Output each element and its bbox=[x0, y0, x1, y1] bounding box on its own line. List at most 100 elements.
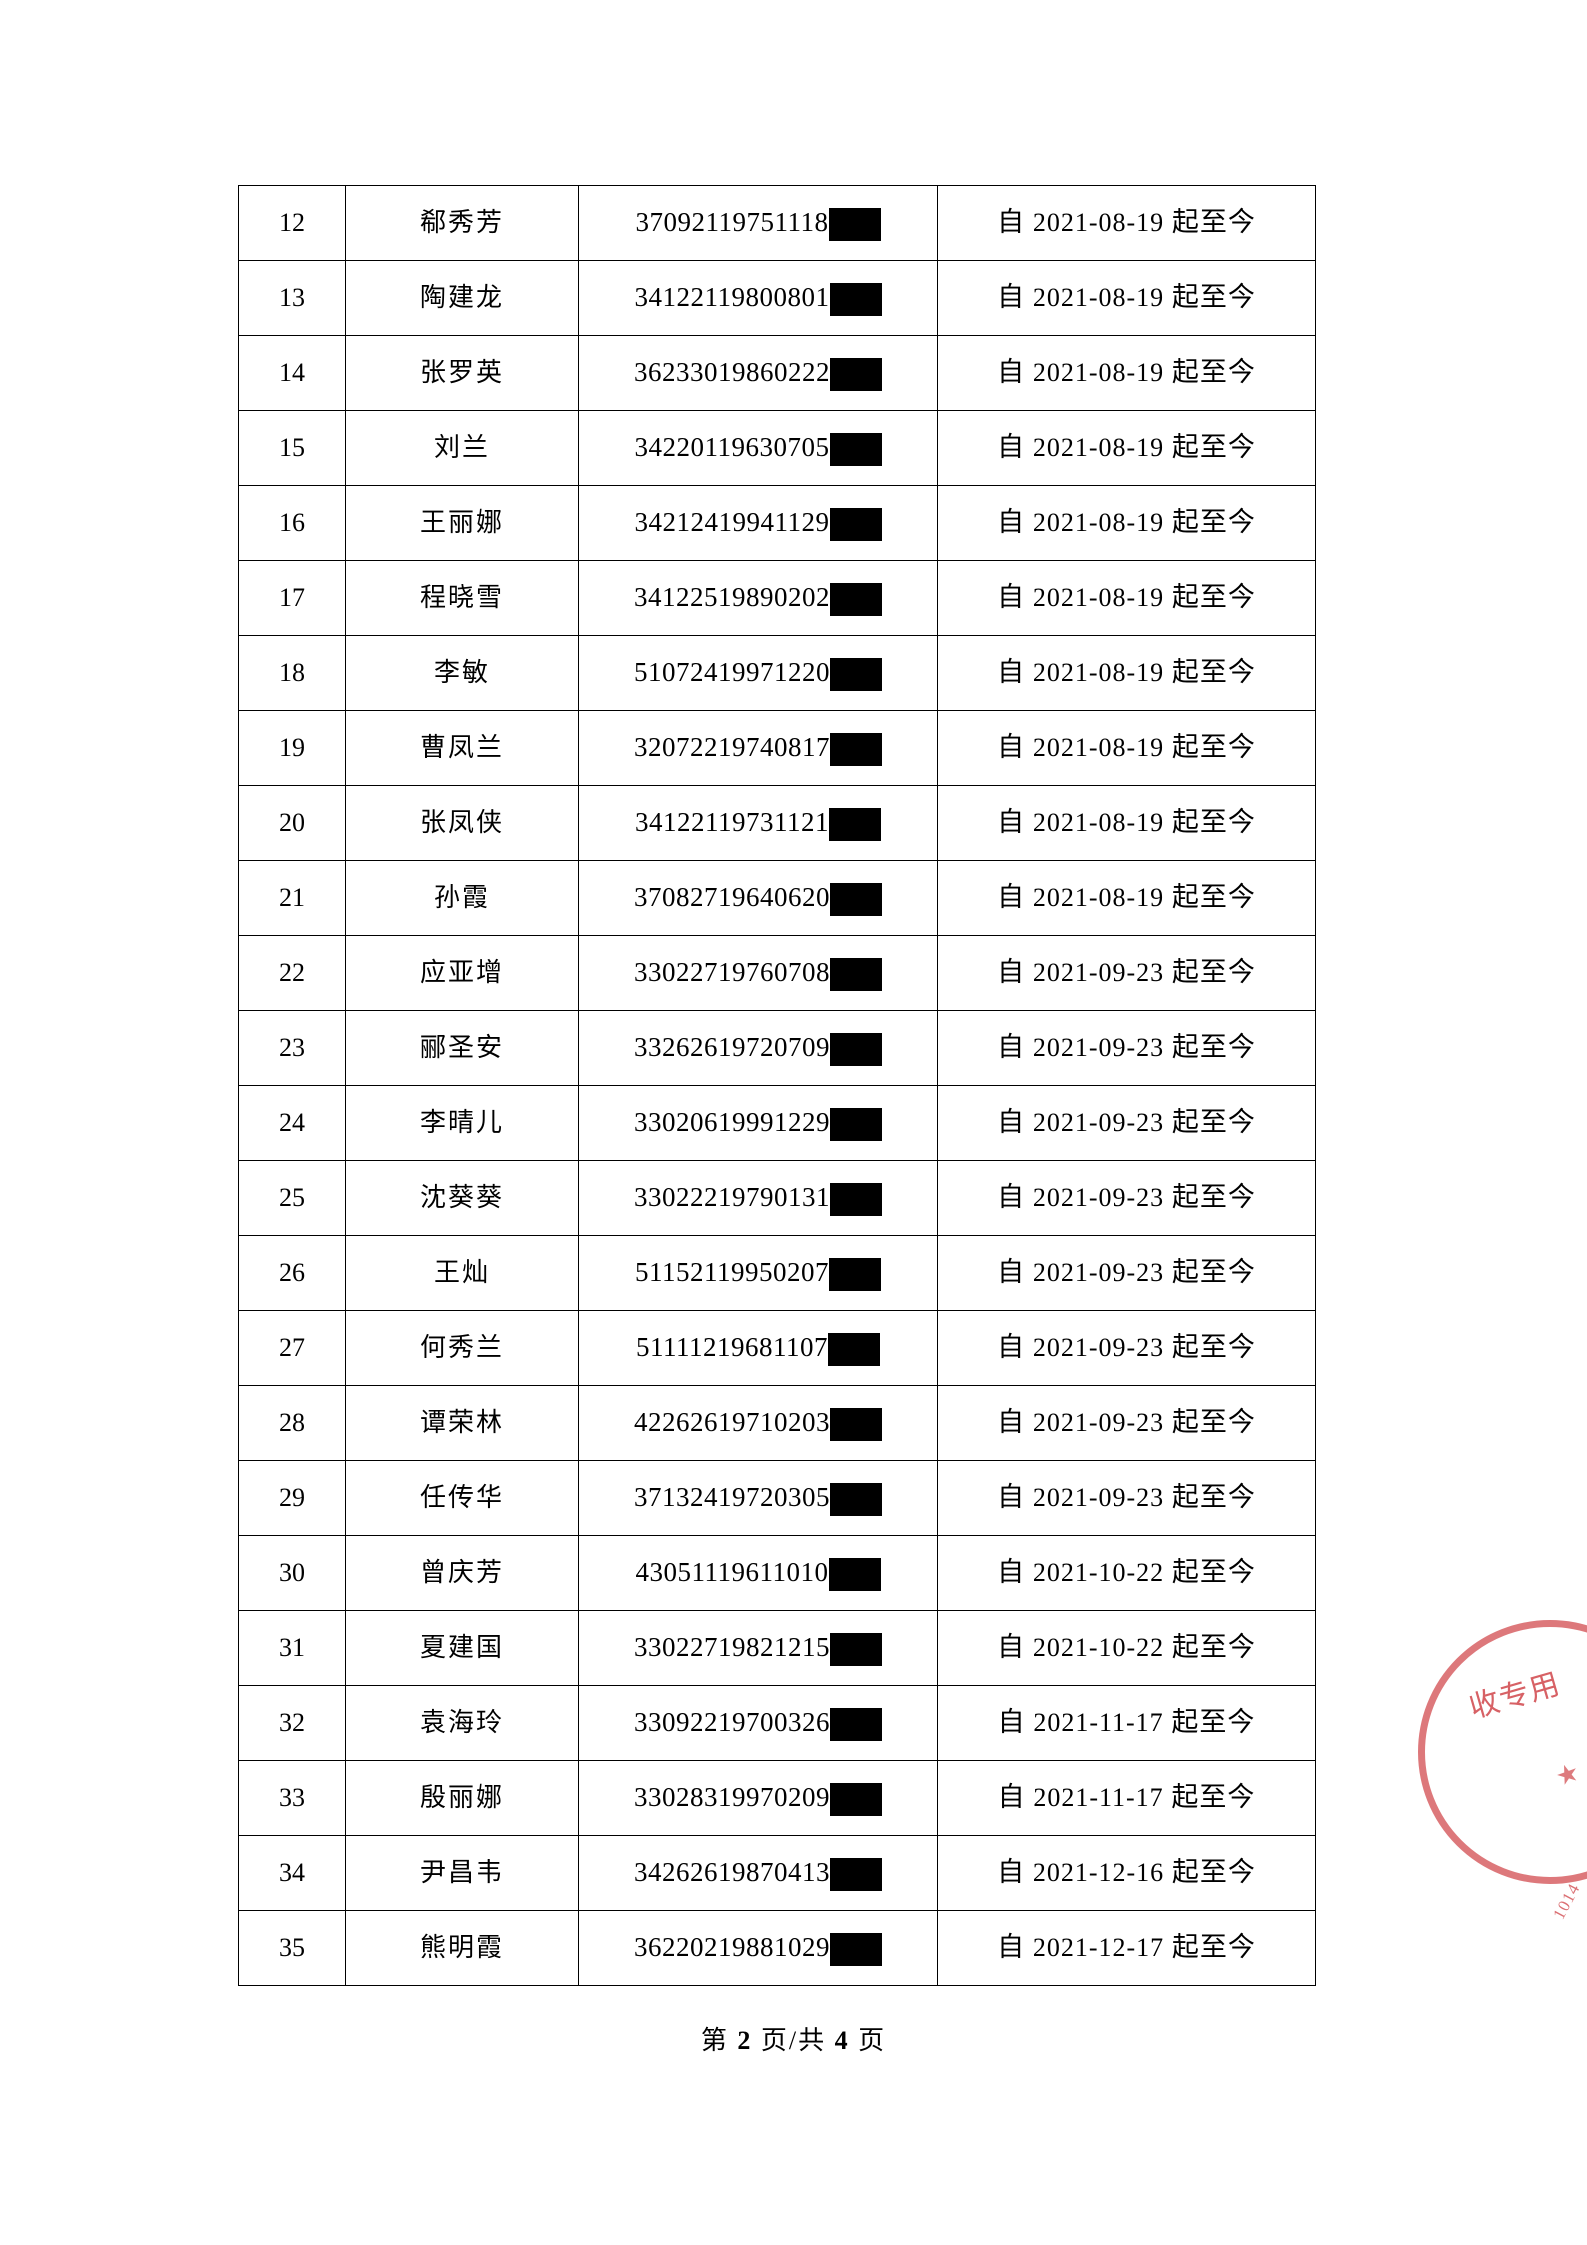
redaction-block bbox=[830, 1032, 882, 1066]
cell-id-number: 32072219740817 bbox=[578, 710, 938, 786]
cell-index: 30 bbox=[238, 1535, 346, 1611]
cell-index: 27 bbox=[238, 1310, 346, 1386]
id-number-group: 33262619720709 bbox=[579, 1031, 937, 1066]
cell-name: 张罗英 bbox=[345, 335, 579, 411]
roster-table: 12 郗秀芳 37092119751118 自 2021-08-19 起至今 13 陶建龙… bbox=[238, 185, 1316, 1986]
id-number-group: 37132419720305 bbox=[579, 1481, 937, 1516]
period-start-date: 2021-09-23 bbox=[1032, 1483, 1165, 1513]
period-prefix: 自 bbox=[997, 1632, 1033, 1663]
cell-name: 郦圣安 bbox=[345, 1010, 579, 1086]
cell-name: 应亚增 bbox=[345, 935, 579, 1011]
cell-index: 26 bbox=[238, 1235, 346, 1311]
footer-middle: 页/共 bbox=[760, 2026, 827, 2055]
id-number-digits: 42262619710203 bbox=[634, 1407, 830, 1438]
cell-name: 曹凤兰 bbox=[345, 710, 579, 786]
period-prefix: 自 bbox=[997, 432, 1033, 463]
redaction-block bbox=[830, 1782, 882, 1816]
id-number-digits: 37082719640620 bbox=[634, 882, 830, 913]
period-start-date: 2021-10-22 bbox=[1032, 1558, 1165, 1588]
cell-id-number: 33262619720709 bbox=[578, 1010, 938, 1086]
period-text: 自 2021-10-22 起至今 bbox=[997, 1632, 1256, 1663]
cell-name: 夏建国 bbox=[345, 1610, 579, 1686]
cell-period: 自 2021-08-19 起至今 bbox=[937, 260, 1316, 336]
redaction-block bbox=[828, 207, 881, 241]
period-prefix: 自 bbox=[997, 207, 1033, 238]
cell-id-number: 34122519890202 bbox=[578, 560, 938, 636]
cell-period: 自 2021-09-23 起至今 bbox=[937, 1310, 1316, 1386]
cell-id-number: 34122119731121 bbox=[578, 785, 938, 861]
period-text: 自 2021-08-19 起至今 bbox=[997, 882, 1256, 912]
cell-index: 34 bbox=[238, 1835, 346, 1911]
id-number-group: 32072219740817 bbox=[579, 731, 937, 766]
period-prefix: 自 bbox=[997, 1257, 1033, 1288]
cell-index: 32 bbox=[238, 1685, 346, 1761]
id-number-digits: 33028319970209 bbox=[634, 1782, 830, 1813]
redaction-block bbox=[828, 1332, 880, 1366]
id-number-group: 33022719760708 bbox=[579, 956, 937, 991]
id-number-group: 34122119731121 bbox=[579, 806, 937, 841]
redaction-block bbox=[829, 282, 882, 316]
period-start-date: 2021-09-23 bbox=[1032, 1333, 1165, 1363]
cell-period: 自 2021-08-19 起至今 bbox=[937, 635, 1316, 711]
period-suffix: 起至今 bbox=[1164, 732, 1256, 763]
cell-index: 23 bbox=[238, 1010, 346, 1086]
period-prefix: 自 bbox=[997, 1932, 1033, 1963]
period-start-date: 2021-10-22 bbox=[1032, 1633, 1165, 1663]
cell-id-number: 34122119800801 bbox=[578, 260, 938, 336]
period-suffix: 起至今 bbox=[1164, 1557, 1256, 1588]
period-prefix: 自 bbox=[997, 1332, 1033, 1363]
period-text: 自 2021-11-17 起至今 bbox=[998, 1782, 1256, 1813]
cell-period: 自 2021-09-23 起至今 bbox=[937, 1385, 1316, 1461]
period-text: 自 2021-11-17 起至今 bbox=[997, 1707, 1256, 1738]
cell-period: 自 2021-11-17 起至今 bbox=[937, 1760, 1316, 1836]
cell-period: 自 2021-08-19 起至今 bbox=[937, 785, 1316, 861]
id-number-group: 51152119950207 bbox=[579, 1256, 937, 1291]
footer-prefix: 第 bbox=[700, 2026, 729, 2055]
period-text: 自 2021-08-19 起至今 bbox=[997, 807, 1256, 838]
cell-name: 孙霞 bbox=[345, 860, 579, 936]
cell-index: 18 bbox=[238, 635, 346, 711]
id-number-group: 33020619991229 bbox=[579, 1106, 937, 1141]
cell-period: 自 2021-12-17 起至今 bbox=[937, 1910, 1316, 1986]
table-row: 23 郦圣安 33262619720709 自 2021-09-23 起至今 bbox=[238, 1010, 1316, 1086]
cell-index: 17 bbox=[238, 560, 346, 636]
period-suffix: 起至今 bbox=[1164, 1857, 1256, 1888]
period-suffix: 起至今 bbox=[1163, 1782, 1256, 1813]
id-number-digits: 36220219881029 bbox=[634, 1932, 830, 1963]
period-suffix: 起至今 bbox=[1164, 582, 1256, 613]
period-suffix: 起至今 bbox=[1164, 1107, 1256, 1138]
seal-star-icon: ★ bbox=[1551, 1756, 1584, 1793]
cell-period: 自 2021-09-23 起至今 bbox=[937, 935, 1316, 1011]
period-suffix: 起至今 bbox=[1164, 282, 1256, 313]
period-text: 自 2021-08-19 起至今 bbox=[997, 582, 1256, 613]
period-suffix: 起至今 bbox=[1164, 1182, 1256, 1213]
id-number-digits: 33022719760708 bbox=[634, 957, 830, 988]
period-suffix: 起至今 bbox=[1163, 1707, 1256, 1738]
period-text: 自 2021-09-23 起至今 bbox=[997, 1107, 1256, 1138]
id-number-digits: 34122119731121 bbox=[635, 807, 829, 838]
period-text: 自 2021-09-23 起至今 bbox=[997, 1182, 1256, 1213]
id-number-digits: 32072219740817 bbox=[634, 732, 830, 763]
id-number-group: 36220219881029 bbox=[579, 1931, 937, 1966]
period-text: 自 2021-09-23 起至今 bbox=[997, 1032, 1256, 1062]
redaction-block bbox=[829, 507, 882, 541]
cell-index: 15 bbox=[238, 410, 346, 486]
id-number-digits: 33020619991229 bbox=[634, 1107, 830, 1138]
period-prefix: 自 bbox=[997, 282, 1033, 313]
cell-name: 沈葵葵 bbox=[345, 1160, 579, 1236]
period-suffix: 起至今 bbox=[1164, 807, 1256, 838]
cell-period: 自 2021-08-19 起至今 bbox=[937, 560, 1316, 636]
id-number-digits: 37132419720305 bbox=[634, 1482, 830, 1513]
id-number-group: 33028319970209 bbox=[579, 1781, 937, 1816]
cell-name: 张凤侠 bbox=[345, 785, 579, 861]
cell-index: 12 bbox=[238, 185, 346, 261]
period-prefix: 自 bbox=[997, 582, 1033, 613]
id-number-digits: 34122119800801 bbox=[634, 282, 830, 313]
table-row: 28 谭荣林 42262619710203 自 2021-09-23 起至今 bbox=[238, 1385, 1316, 1461]
cell-name: 李晴儿 bbox=[345, 1085, 579, 1161]
period-prefix: 自 bbox=[997, 1707, 1034, 1738]
period-prefix: 自 bbox=[997, 957, 1033, 988]
cell-name: 王灿 bbox=[345, 1235, 579, 1311]
cell-index: 29 bbox=[238, 1460, 346, 1536]
redaction-block bbox=[829, 1257, 881, 1291]
